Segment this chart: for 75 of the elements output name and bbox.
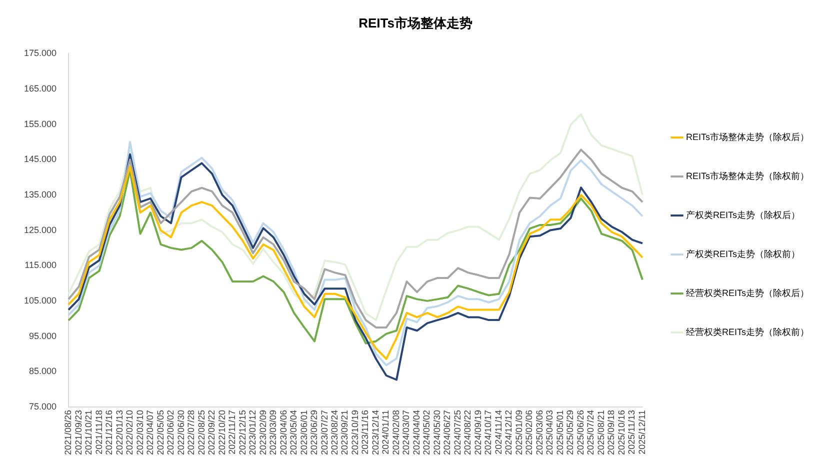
x-tick-label: 2025/05/01 bbox=[554, 410, 565, 456]
x-tick-label: 2025/10/16 bbox=[616, 410, 626, 456]
x-tick-label: 2023/09/21 bbox=[340, 410, 350, 456]
x-tick-label: 2021/08/26 bbox=[63, 410, 74, 456]
x-tick-label: 2022/12/15 bbox=[237, 410, 248, 456]
x-tick-label: 2024/11/14 bbox=[493, 410, 504, 454]
x-tick-label: 2022/01/13 bbox=[114, 410, 124, 456]
x-tick-label: 2025/12/11 bbox=[636, 410, 647, 454]
legend-label: REITs市场整体走势（除权前） bbox=[686, 170, 810, 181]
x-tick-label: 2025/02/06 bbox=[524, 410, 534, 456]
x-tick-label: 2023/08/24 bbox=[330, 410, 340, 456]
x-tick-label: 2023/03/09 bbox=[268, 410, 278, 456]
y-tick-label: 115.000 bbox=[24, 260, 57, 270]
x-tick-label: 2025/03/06 bbox=[534, 410, 544, 456]
x-tick-label: 2023/02/09 bbox=[258, 410, 268, 456]
x-tick-label: 2025/07/24 bbox=[586, 410, 596, 456]
x-tick-label: 2023/06/01 bbox=[298, 410, 309, 456]
x-tick-label: 2024/03/07 bbox=[401, 410, 412, 456]
y-tick-label: 155.000 bbox=[24, 118, 57, 129]
legend-label: 经营权类REITs走势（除权前） bbox=[686, 326, 810, 337]
x-tick-label: 2024/01/11 bbox=[380, 410, 391, 454]
x-tick-label: 2021/10/21 bbox=[84, 410, 94, 456]
x-tick-label: 2024/06/27 bbox=[442, 410, 452, 456]
x-tick-label: 2023/06/29 bbox=[309, 410, 319, 456]
legend-label: 经营权类REITs走势（除权后） bbox=[686, 288, 810, 298]
y-tick-label: 135.000 bbox=[24, 189, 57, 200]
x-tick-label: 2024/12/12 bbox=[504, 410, 514, 456]
legend-label: 产权类REITs走势（除权后） bbox=[686, 210, 800, 220]
y-tick-label: 145.000 bbox=[24, 154, 57, 164]
y-tick-label: 85.000 bbox=[29, 366, 57, 376]
legend-label: 产权类REITs走势（除权前） bbox=[686, 248, 800, 259]
y-tick-label: 95.000 bbox=[29, 330, 57, 341]
x-tick-label: 2022/05/05 bbox=[155, 410, 166, 456]
x-tick-label: 2022/07/28 bbox=[186, 410, 196, 456]
x-tick-label: 2025/05/29 bbox=[565, 410, 576, 456]
x-tick-label: 2025/11/13 bbox=[626, 410, 637, 454]
x-tick-label: 2023/12/14 bbox=[370, 410, 380, 456]
chart-title: REITs市场整体走势 bbox=[358, 15, 472, 30]
x-tick-label: 2023/01/12 bbox=[248, 410, 258, 456]
x-tick-label: 2022/02/10 bbox=[124, 410, 135, 456]
x-tick-label: 2025/08/21 bbox=[596, 410, 606, 456]
x-tick-label: 2022/06/30 bbox=[176, 410, 186, 456]
y-tick-label: 75.000 bbox=[29, 401, 57, 412]
x-tick-label: 2022/06/02 bbox=[166, 410, 176, 456]
x-tick-label: 2025/04/03 bbox=[544, 410, 555, 456]
x-tick-label: 2024/09/19 bbox=[472, 410, 483, 456]
x-tick-label: 2023/04/06 bbox=[278, 410, 288, 456]
x-tick-label: 2023/10/19 bbox=[350, 410, 360, 456]
x-tick-label: 2024/02/08 bbox=[390, 410, 401, 456]
legend-label: REITs市场整体走势（除权后） bbox=[686, 132, 810, 142]
x-tick-label: 2024/05/02 bbox=[422, 410, 432, 456]
x-tick-label: 2024/10/17 bbox=[483, 410, 494, 456]
x-tick-label: 2024/07/25 bbox=[452, 410, 462, 456]
x-tick-label: 2024/05/30 bbox=[432, 410, 442, 456]
x-tick-label: 2025/09/18 bbox=[606, 410, 616, 456]
x-tick-label: 2021/12/16 bbox=[104, 410, 114, 456]
x-tick-label: 2022/04/07 bbox=[145, 410, 156, 456]
x-tick-label: 2023/05/04 bbox=[288, 410, 299, 456]
y-tick-label: 105.000 bbox=[24, 295, 57, 306]
y-tick-label: 165.000 bbox=[24, 83, 57, 94]
x-tick-label: 2021/11/18 bbox=[94, 410, 104, 454]
x-tick-label: 2023/07/27 bbox=[319, 410, 330, 456]
x-tick-label: 2024/08/22 bbox=[462, 410, 473, 456]
x-tick-label: 2023/11/16 bbox=[360, 410, 370, 454]
x-tick-label: 2025/01/09 bbox=[514, 410, 524, 456]
x-tick-label: 2025/06/26 bbox=[575, 410, 586, 456]
x-tick-label: 2022/11/17 bbox=[227, 410, 238, 454]
x-tick-label: 2022/09/22 bbox=[206, 410, 217, 456]
y-tick-label: 125.000 bbox=[24, 224, 57, 235]
x-tick-label: 2022/10/20 bbox=[216, 410, 227, 456]
x-tick-label: 2024/04/04 bbox=[411, 410, 422, 456]
x-tick-label: 2022/03/10 bbox=[134, 410, 145, 456]
x-tick-label: 2021/09/23 bbox=[73, 410, 84, 456]
x-tick-label: 2022/08/25 bbox=[196, 410, 206, 456]
y-tick-label: 175.000 bbox=[24, 48, 57, 58]
